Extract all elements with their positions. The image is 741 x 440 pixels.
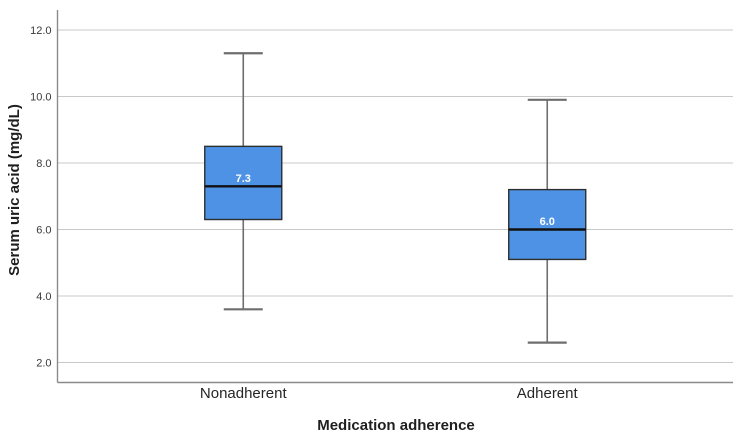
- x-axis-title: Medication adherence: [317, 417, 475, 434]
- y-tick-label-4.0: 4.0: [36, 291, 51, 303]
- y-tick-label-2.0: 2.0: [36, 358, 51, 370]
- median-value-label-nonadherent: 7.3: [236, 173, 251, 185]
- y-tick-label-12.0: 12.0: [30, 25, 51, 37]
- iqr-box-nonadherent: [204, 145, 283, 221]
- median-value-label-adherent: 6.0: [540, 216, 555, 228]
- iqr-box-adherent: [508, 188, 587, 261]
- y-tick-label-8.0: 8.0: [36, 158, 51, 170]
- y-tick-label-6.0: 6.0: [36, 225, 51, 237]
- category-label-nonadherent: Nonadherent: [200, 385, 288, 402]
- y-tick-label-10.0: 10.0: [30, 91, 51, 103]
- category-label-adherent: Adherent: [517, 385, 579, 402]
